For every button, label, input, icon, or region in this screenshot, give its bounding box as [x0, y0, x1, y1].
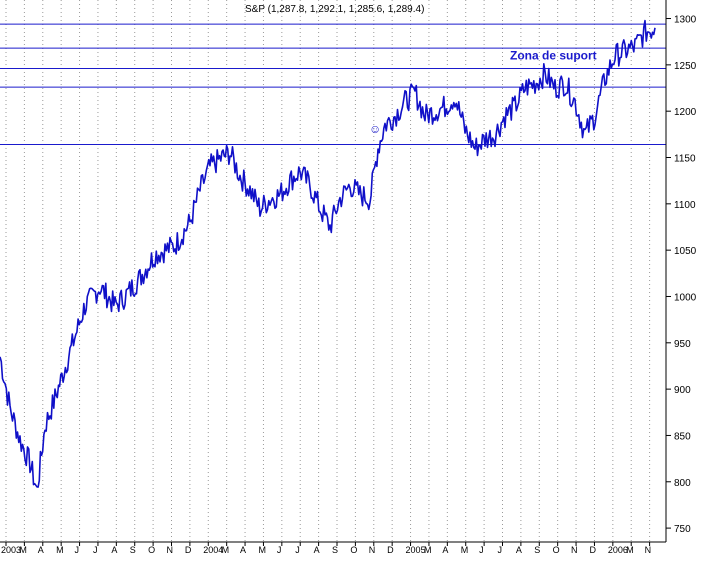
x-tick-label: A [38, 545, 44, 555]
x-tick-label: 2004 [203, 545, 223, 555]
chart-annotation: ☺ [369, 122, 381, 136]
y-tick-label: 750 [674, 524, 691, 535]
y-tick-label: 1050 [674, 246, 697, 257]
x-tick-label: M [424, 545, 432, 555]
y-tick-label: 1250 [674, 61, 697, 72]
x-tick-label: M [222, 545, 230, 555]
y-tick-label: 850 [674, 431, 691, 442]
plot-background [0, 0, 666, 542]
x-tick-label: A [240, 545, 246, 555]
chart-annotation: Zona de suport [510, 49, 597, 63]
x-tick-label: D [589, 545, 596, 555]
x-tick-label: M [461, 545, 469, 555]
x-tick-label: 2003 [1, 545, 21, 555]
x-tick-label: M [19, 545, 27, 555]
y-tick-label: 1100 [674, 200, 696, 211]
y-tick-label: 800 [674, 478, 691, 489]
x-tick-label: N [645, 545, 652, 555]
x-tick-label: D [387, 545, 394, 555]
y-tick-label: 1000 [674, 292, 697, 303]
y-tick-label: 900 [674, 385, 691, 396]
y-tick-label: 950 [674, 339, 691, 350]
x-tick-label: A [111, 545, 117, 555]
chart-title: S&P (1,287.8, 1,292.1, 1,285.6, 1,289.4) [245, 4, 424, 15]
x-tick-label: A [442, 545, 448, 555]
x-tick-label: S [534, 545, 540, 555]
x-tick-label: J [479, 545, 484, 555]
x-tick-label: N [369, 545, 376, 555]
price-series [0, 19, 656, 488]
x-tick-label: A [314, 545, 320, 555]
x-tick-label: J [498, 545, 503, 555]
y-tick-label: 1200 [674, 107, 697, 118]
x-tick-label: M [626, 545, 634, 555]
x-tick-label: O [148, 545, 155, 555]
annotations: Zona de suport ☺ [369, 49, 597, 136]
x-tick-label: M [258, 545, 266, 555]
x-tick-label: D [185, 545, 192, 555]
x-tick-label: 2006 [608, 545, 628, 555]
x-tick-label: 2005 [406, 545, 426, 555]
x-tick-label: N [571, 545, 578, 555]
x-tick-label: A [516, 545, 522, 555]
x-tick-label: O [553, 545, 560, 555]
x-tick-label: J [295, 545, 300, 555]
y-tick-label: 1300 [674, 15, 697, 26]
x-tick-label: J [277, 545, 282, 555]
x-tick-label: N [167, 545, 174, 555]
x-tick-label: J [93, 545, 98, 555]
y-tick-label: 1150 [674, 154, 696, 165]
x-tick-label: M [56, 545, 64, 555]
x-tick-label: O [350, 545, 357, 555]
x-tick-label: J [75, 545, 80, 555]
y-axis-ticks: 750 800 850 900 950 1000 1050 1100 1150 1200 1250 1… [666, 15, 697, 535]
x-tick-label: S [130, 545, 136, 555]
price-line [0, 19, 656, 488]
x-tick-label: S [332, 545, 338, 555]
